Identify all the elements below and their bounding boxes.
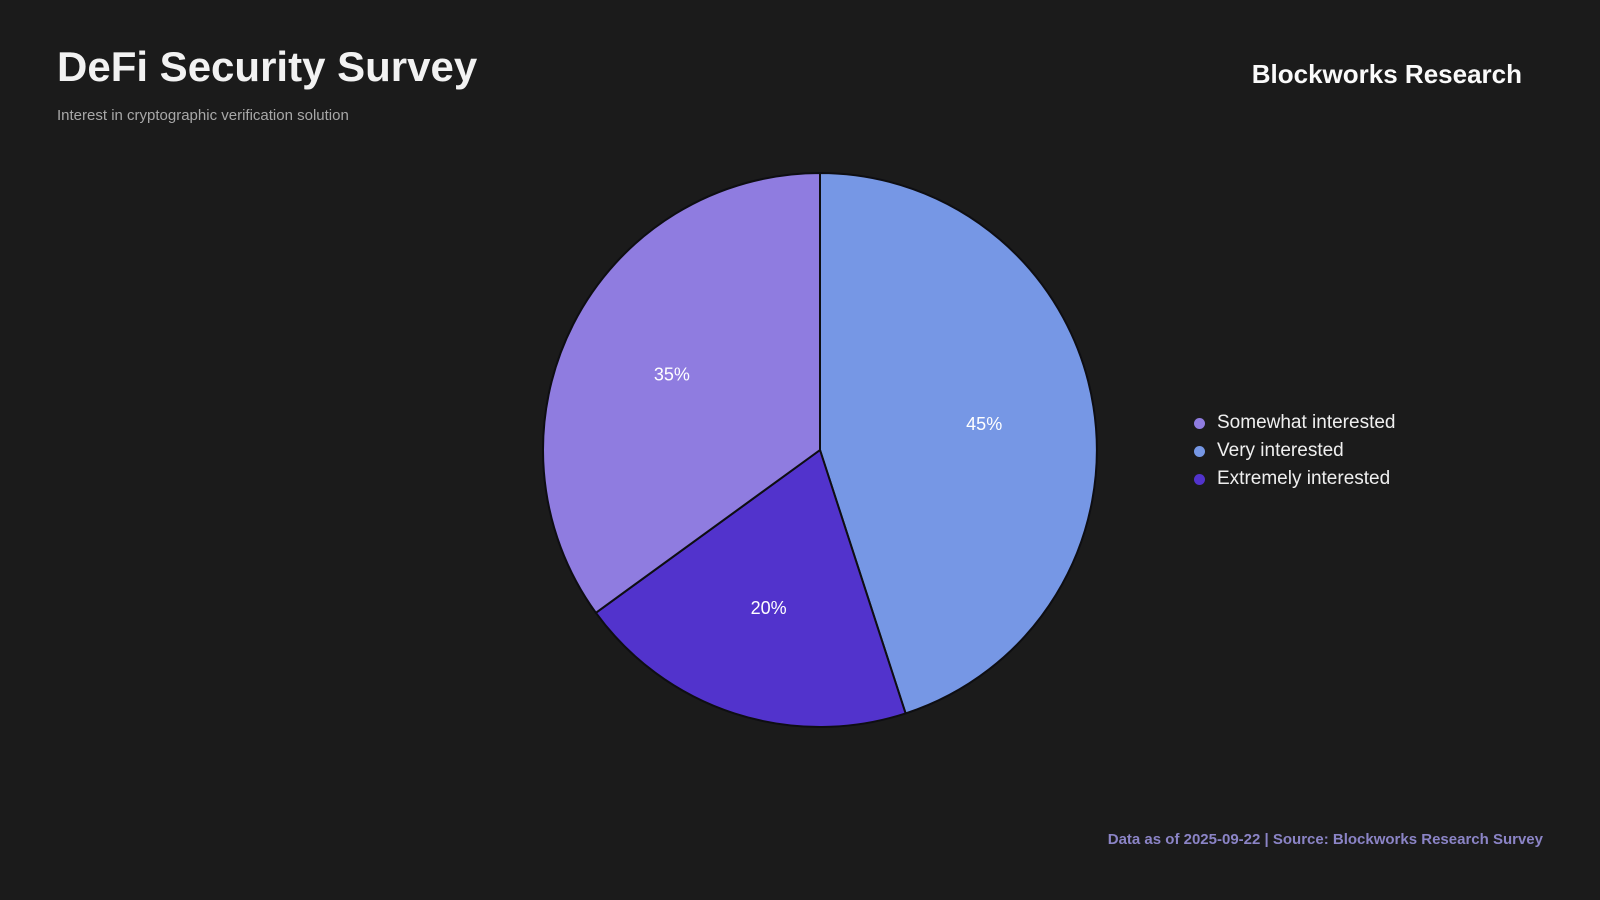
legend-label: Very interested: [1217, 440, 1344, 461]
slice-label-somewhat-interested: 35%: [654, 365, 690, 385]
pie-slice-extremely-interested: [594, 449, 907, 728]
slice-label-very-interested: 45%: [966, 414, 1002, 434]
source-note: Data as of 2025-09-22 | Source: Blockwor…: [1107, 831, 1543, 848]
legend-label: Somewhat interested: [1217, 412, 1396, 433]
legend-dot-icon: [1194, 445, 1205, 457]
legend-dot-icon: [1194, 417, 1205, 429]
chart-legend: Somewhat interested Very interested Extrem…: [1194, 409, 1396, 493]
legend-item-extremely-interested: Extremely interested: [1194, 465, 1396, 493]
legend-dot-icon: [1194, 473, 1205, 485]
page-title: DeFi Security Survey: [57, 43, 478, 90]
legend-item-very-interested: Very interested: [1194, 437, 1396, 465]
slice-label-extremely-interested: 20%: [751, 598, 787, 618]
page-subtitle: Interest in cryptographic verification s…: [57, 107, 349, 124]
pie-slice-very-interested: [819, 172, 1098, 715]
pie-slice-somewhat-interested: [542, 172, 821, 614]
pie-chart: 45% 20% 35%: [542, 172, 1098, 728]
brand-name: Blockworks Research: [1251, 59, 1522, 89]
legend-label: Extremely interested: [1217, 468, 1391, 489]
legend-item-somewhat-interested: Somewhat interested: [1194, 409, 1396, 437]
